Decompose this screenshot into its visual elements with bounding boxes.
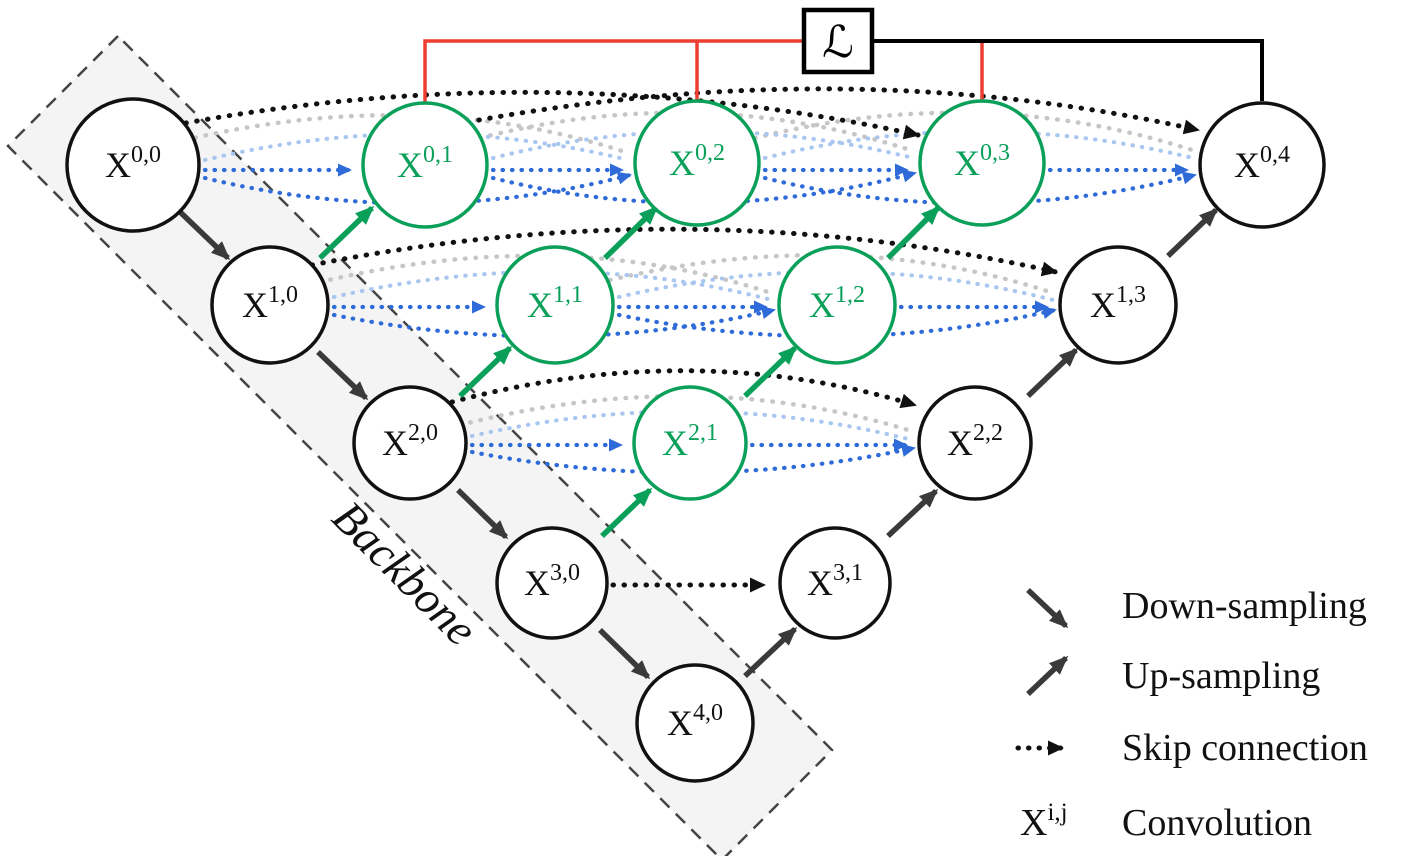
node-x13-circle <box>1058 245 1178 365</box>
legend-skip-connection-label: Skip connection <box>1122 727 1368 769</box>
node-x21-circle <box>632 385 748 501</box>
skip-black-x01-x04 <box>465 86 1201 135</box>
node-x10: X1,0 <box>210 245 330 365</box>
node-x02-circle <box>633 99 761 227</box>
skip-lightblue-x00-x02 <box>203 132 630 162</box>
up-x21-x12 <box>743 345 798 398</box>
node-x40-label: X4,0 <box>667 700 723 743</box>
node-x20: X2,0 <box>352 385 468 501</box>
node-x40: X4,0 <box>635 663 755 783</box>
up-x22-x13 <box>1026 347 1079 398</box>
node-x13-label: X1,3 <box>1090 282 1146 325</box>
node-x21-label: X2,1 <box>662 420 718 463</box>
black-skip-arcs <box>172 86 1201 593</box>
node-x40-circle <box>635 663 755 783</box>
up-x12-x03 <box>886 205 941 260</box>
legend-convolution-label: Convolution <box>1122 802 1312 844</box>
node-x22: X2,2 <box>917 385 1033 501</box>
down-sampling-arrows <box>176 208 651 680</box>
node-x10-label: X1,0 <box>242 282 298 325</box>
legend-up-sampling-icon <box>1026 655 1069 696</box>
legend-convolution-symbol: Xi,j <box>1020 799 1068 844</box>
skip-blue-curve-x00-x02 <box>202 171 633 206</box>
node-x03-circle <box>918 99 1046 227</box>
down-x10-x20 <box>316 350 369 401</box>
up-x10-x01 <box>318 205 375 260</box>
nodes: X0,0 X1,0 X2,0 X3,0 X4,0 X0,1 X0,2 <box>65 97 1326 783</box>
up-x11-x02 <box>603 205 659 260</box>
skip-gray-x02-x04 <box>752 110 1195 153</box>
node-x12-label: X1,2 <box>809 282 865 325</box>
up-x30-x21 <box>600 487 653 538</box>
node-x30: X3,0 <box>495 526 609 640</box>
up-x40-x31 <box>743 626 798 679</box>
up-sampling-arrows-dark <box>743 207 1219 679</box>
loss-line-black-x04 <box>872 39 1264 101</box>
node-x21: X2,1 <box>632 385 748 501</box>
node-x01-label: X0,1 <box>397 142 453 185</box>
down-x20-x30 <box>456 488 509 540</box>
node-x00: X0,0 <box>65 97 201 233</box>
loss-box <box>801 7 875 75</box>
node-x31-circle <box>778 526 892 640</box>
legend-down-sampling-icon <box>1026 588 1069 629</box>
node-x01-circle <box>361 101 489 229</box>
node-x04-label: X0,4 <box>1234 142 1290 185</box>
skip-black-x00-x03 <box>172 89 921 140</box>
node-x00-label: X0,0 <box>105 142 161 185</box>
node-x30-circle <box>495 526 609 640</box>
legend: Down-sampling Up-sampling Skip connectio… <box>1015 585 1368 844</box>
node-x31-label: X3,1 <box>807 560 863 603</box>
loss-node: ℒ <box>801 7 875 75</box>
down-x00-x10 <box>176 208 231 261</box>
legend-down-sampling-label: Down-sampling <box>1122 585 1367 627</box>
node-x12-circle <box>777 245 897 365</box>
up-x20-x11 <box>458 345 513 398</box>
node-x01: X0,1 <box>361 101 489 229</box>
node-x03: X0,3 <box>918 99 1046 227</box>
loss-line-red-x01 <box>423 39 804 103</box>
up-x31-x22 <box>886 488 939 539</box>
node-x31: X3,1 <box>778 526 892 640</box>
node-x11-circle <box>495 245 615 365</box>
node-x12: X1,2 <box>777 245 897 365</box>
skip-black-x10-x13 <box>309 226 1059 277</box>
node-x02-label: X0,2 <box>669 140 725 183</box>
node-x02: X0,2 <box>633 99 761 227</box>
node-x00-circle <box>65 97 201 233</box>
legend-up-sampling-label: Up-sampling <box>1122 655 1320 697</box>
node-x22-circle <box>917 385 1033 501</box>
node-x30-label: X3,0 <box>524 560 580 603</box>
skip-black-x20-x22 <box>449 368 918 409</box>
node-x20-label: X2,0 <box>382 420 438 463</box>
node-x04-circle <box>1198 101 1326 229</box>
node-x13: X1,3 <box>1058 245 1178 365</box>
loss-label: ℒ <box>822 18 854 67</box>
node-x11-label: X1,1 <box>527 282 583 325</box>
node-x20-circle <box>352 385 468 501</box>
skip-lightblue-x02-x04 <box>763 129 1195 160</box>
node-x04: X0,4 <box>1198 101 1326 229</box>
node-x10-circle <box>210 245 330 365</box>
node-x22-label: X2,2 <box>947 420 1003 463</box>
skip-blue-curve-x02-x04 <box>762 171 1198 206</box>
node-x03-label: X0,3 <box>954 140 1010 183</box>
down-x30-x40 <box>598 628 651 680</box>
node-x11: X1,1 <box>495 245 615 365</box>
loss-connections <box>423 39 1264 103</box>
up-sampling-arrows-green <box>318 205 941 538</box>
up-x13-x04 <box>1166 207 1219 258</box>
